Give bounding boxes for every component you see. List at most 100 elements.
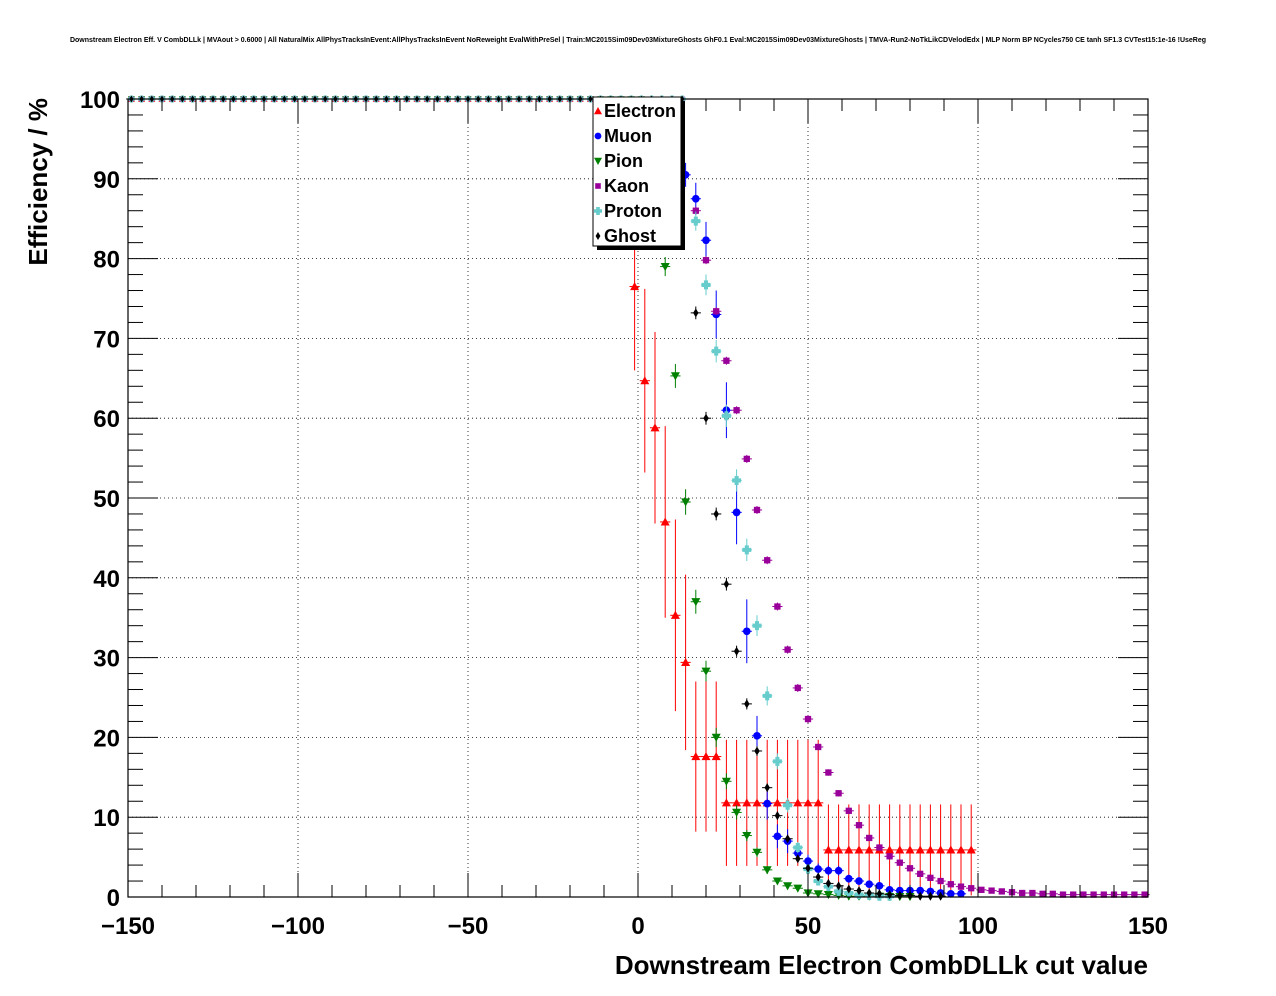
marker-cross <box>732 475 742 485</box>
marker-triangle-down <box>711 733 721 742</box>
marker-circle <box>824 866 833 875</box>
marker-triangle-up <box>823 845 833 854</box>
marker-triangle-up <box>936 845 946 854</box>
y-tick-label: 60 <box>93 406 120 433</box>
marker-cross <box>834 886 844 896</box>
x-tick-label: 150 <box>1128 913 1168 940</box>
marker-circle <box>804 857 812 865</box>
marker-triangle-up <box>772 798 782 807</box>
marker-square <box>998 888 1005 895</box>
marker-cross <box>793 843 803 853</box>
marker-triangle-up <box>915 845 925 854</box>
legend-entry-kaon: Kaon <box>595 176 649 196</box>
y-tick-label: 30 <box>93 646 120 673</box>
marker-triangle-up <box>752 798 762 807</box>
marker-cross <box>721 411 731 421</box>
marker-square <box>1059 891 1067 898</box>
marker-diamond <box>815 872 821 882</box>
marker-triangle-up <box>925 845 935 854</box>
marker-circle <box>895 886 904 895</box>
y-tick-label: 100 <box>80 87 120 114</box>
legend: Electron Muon Pion Kaon Proton Ghost <box>592 96 685 250</box>
marker-square <box>774 603 781 610</box>
marker-square <box>1090 891 1097 898</box>
marker-diamond <box>825 878 832 888</box>
marker-triangle-down <box>594 157 602 165</box>
y-tick-label: 20 <box>93 725 120 752</box>
marker-circle <box>763 799 772 808</box>
marker-circle <box>594 132 602 140</box>
marker-circle <box>844 874 853 883</box>
marker-square <box>815 743 822 751</box>
marker-square <box>978 886 985 893</box>
marker-circle <box>753 731 761 740</box>
marker-square <box>917 870 924 878</box>
marker-circle <box>742 627 751 636</box>
marker-square <box>723 357 730 364</box>
marker-square <box>1080 891 1087 898</box>
x-tick-label: −50 <box>448 913 489 940</box>
y-tick-label: 70 <box>93 326 120 353</box>
marker-square <box>835 790 842 797</box>
x-tick-label: 0 <box>631 913 644 940</box>
legend-label: Pion <box>604 151 643 171</box>
marker-square <box>595 183 601 189</box>
series-pion <box>126 96 916 902</box>
marker-circle <box>916 886 925 895</box>
marker-triangle-up <box>681 657 691 666</box>
marker-triangle-up <box>670 610 680 619</box>
marker-circle <box>865 880 874 889</box>
marker-cross <box>762 691 772 701</box>
marker-triangle-up <box>813 798 823 807</box>
marker-triangle-down <box>823 891 833 900</box>
marker-diamond <box>693 308 699 318</box>
marker-triangle-up <box>793 798 803 807</box>
marker-diamond <box>795 854 801 864</box>
marker-cross <box>711 346 721 356</box>
x-tick-label: 50 <box>795 913 822 940</box>
marker-cross <box>594 207 602 215</box>
marker-square <box>692 207 699 214</box>
marker-triangle-up <box>701 752 711 761</box>
legend-box <box>592 96 682 247</box>
marker-square <box>1029 889 1036 897</box>
y-tick-label: 50 <box>93 486 120 513</box>
marker-circle <box>773 832 782 841</box>
marker-cross <box>752 621 762 631</box>
marker-triangle-up <box>834 845 844 854</box>
marker-diamond <box>927 891 934 901</box>
marker-diamond <box>805 863 811 873</box>
marker-diamond <box>784 834 791 844</box>
marker-square <box>743 455 750 463</box>
marker-circle <box>957 889 965 898</box>
marker-square <box>988 887 995 894</box>
marker-square <box>896 859 903 866</box>
marker-triangle-down <box>721 777 731 786</box>
marker-square <box>876 844 883 851</box>
marker-square <box>1100 891 1107 898</box>
tick-labels: −150 −100 −50 0 50 100 150 0 10 20 30 40 50 60 70 80 90 1… <box>80 87 1168 940</box>
marker-triangle-down <box>752 848 762 857</box>
marker-triangle-down <box>742 831 752 841</box>
series-electron <box>126 95 977 896</box>
legend-entry-proton: Proton <box>594 201 662 221</box>
marker-triangle-down <box>732 808 742 817</box>
marker-triangle-down <box>660 262 670 272</box>
series-muon <box>126 96 967 898</box>
marker-triangle-down <box>762 866 772 875</box>
marker-square <box>886 853 893 860</box>
marker-triangle-up <box>742 798 752 807</box>
marker-square <box>804 715 812 723</box>
marker-circle <box>875 882 884 890</box>
marker-triangle-up <box>946 845 956 854</box>
marker-circle <box>814 865 823 873</box>
marker-square <box>968 885 975 892</box>
marker-cross <box>691 216 701 226</box>
marker-diamond <box>917 891 923 901</box>
marker-square <box>1039 890 1046 897</box>
legend-entry-electron: Electron <box>594 101 676 121</box>
y-tick-label: 10 <box>93 805 120 832</box>
marker-square <box>845 807 852 814</box>
marker-triangle-up <box>630 282 640 291</box>
marker-square <box>713 308 720 315</box>
